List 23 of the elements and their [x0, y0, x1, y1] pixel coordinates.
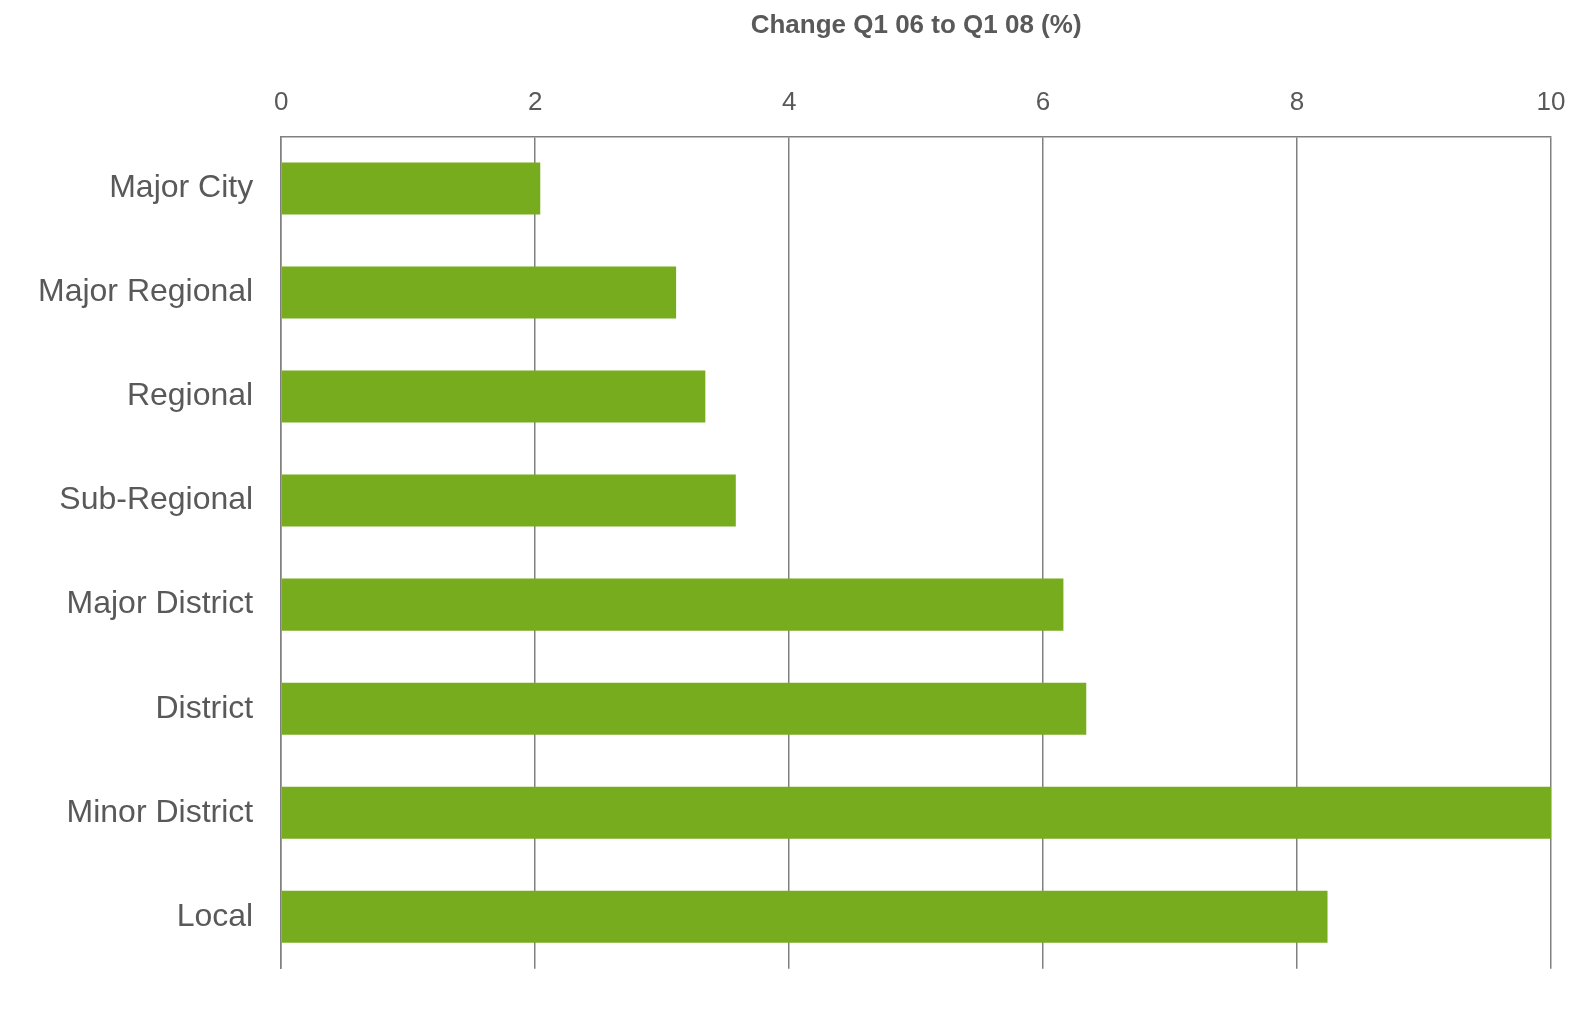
x-tick-label: 2 [527, 85, 543, 116]
x-tick-label: 8 [1289, 85, 1305, 116]
bar [281, 474, 736, 527]
bar [281, 786, 1551, 839]
y-tick-label: Major District [66, 584, 254, 621]
bar [281, 266, 677, 319]
y-tick-label: Major Regional [38, 272, 254, 309]
bar [281, 162, 541, 215]
y-tick-label: Minor District [66, 792, 254, 829]
y-tick-label: Major City [109, 168, 254, 205]
bar [281, 890, 1328, 943]
bar [281, 370, 706, 423]
x-tick-label: 4 [781, 85, 797, 116]
y-tick-label: District [155, 688, 254, 725]
x-tick-label: 0 [273, 85, 289, 116]
bar [281, 682, 1087, 735]
x-axis-title: Change Q1 06 to Q1 08 (%) [750, 8, 1082, 39]
y-tick-label: Local [176, 896, 254, 933]
y-tick-label: Regional [126, 376, 254, 413]
x-tick-label: 6 [1035, 85, 1051, 116]
y-tick-label: Sub-Regional [59, 480, 254, 517]
bar [281, 578, 1064, 631]
x-tick-label: 10 [1536, 85, 1566, 116]
